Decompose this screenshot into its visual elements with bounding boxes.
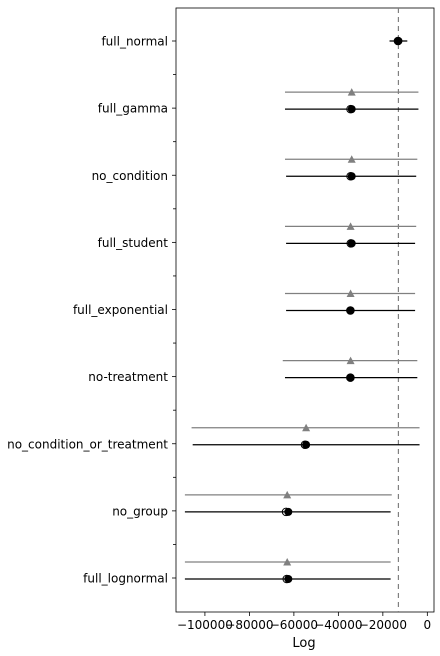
- y-tick-label: no_condition: [92, 169, 168, 183]
- x-tick-label: −60000: [270, 618, 318, 632]
- model-full_exponential: [285, 290, 415, 315]
- model-full_normal: [390, 37, 408, 45]
- x-tick-label: −80000: [225, 618, 273, 632]
- x-axis-label: Log: [292, 636, 315, 651]
- x-tick-label: 0: [424, 618, 432, 632]
- y-tick-label: no_group: [112, 504, 168, 518]
- model-no_condition: [285, 155, 417, 180]
- y-tick-label: full_exponential: [73, 303, 168, 317]
- y-tick-label: full_gamma: [98, 102, 168, 116]
- elpd-point: [284, 575, 292, 583]
- model-no_condition_or_treatment: [192, 424, 420, 449]
- x-tick-label: −20000: [359, 618, 407, 632]
- y-tick-label: no_condition_or_treatment: [7, 437, 168, 451]
- y-tick-label: full_lognormal: [83, 572, 168, 586]
- model-no_group: [185, 491, 392, 516]
- y-tick-label: no-treatment: [88, 370, 168, 384]
- x-tick-label: −40000: [314, 618, 362, 632]
- y-tick-label: full_student: [98, 236, 169, 250]
- model-no-treatment: [283, 357, 418, 382]
- model-full_lognormal: [185, 558, 391, 583]
- model-full_student: [285, 222, 416, 247]
- y-tick-label: full_normal: [101, 35, 168, 49]
